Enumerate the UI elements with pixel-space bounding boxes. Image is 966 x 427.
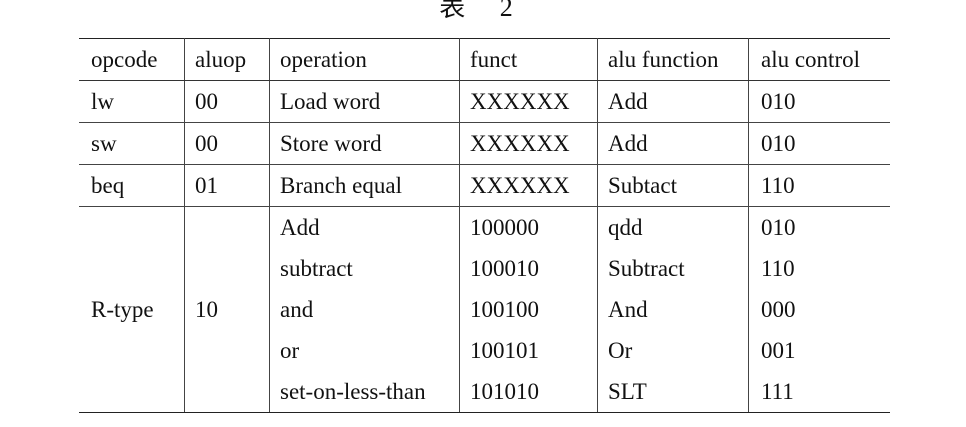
- cell-alu-function: SLT: [597, 371, 749, 413]
- header-opcode: opcode: [79, 38, 185, 81]
- cell-alu-function: Add: [597, 80, 749, 123]
- cell-opcode: lw: [79, 80, 185, 123]
- table-row: and 100100 And 000: [79, 289, 890, 330]
- cell-funct: XXXXXX: [459, 122, 598, 165]
- cell-operation: subtract: [269, 248, 460, 289]
- cell-opcode-rtype: R-type: [79, 206, 185, 413]
- cell-funct: XXXXXX: [459, 80, 598, 123]
- cell-alu-function: Subtract: [597, 248, 749, 289]
- table-row: subtract 100010 Subtract 110: [79, 248, 890, 289]
- cell-funct: 100101: [459, 330, 598, 371]
- cell-alu-function: Or: [597, 330, 749, 371]
- cell-funct: XXXXXX: [459, 164, 598, 207]
- table-row: beq 01 Branch equal XXXXXX Subtact 110: [79, 164, 890, 207]
- cell-alu-control: 110: [748, 164, 890, 207]
- cell-aluop: 01: [184, 164, 270, 207]
- table-row: set-on-less-than 101010 SLT 111: [79, 371, 890, 413]
- cell-funct: 100010: [459, 248, 598, 289]
- cell-alu-control: 010: [761, 214, 796, 240]
- cell-operation: set-on-less-than: [269, 371, 460, 413]
- cell-operation: Store word: [269, 122, 460, 165]
- cell-alu-control: 000: [761, 296, 796, 322]
- cell-funct: 100000: [459, 206, 598, 248]
- header-row: opcode aluop operation funct alu functio…: [79, 38, 890, 81]
- cell-funct: 100100: [459, 289, 598, 330]
- table-row: or 100101 Or 001: [79, 330, 890, 371]
- cell-aluop: 00: [184, 122, 270, 165]
- cell-alu-function: And: [597, 289, 749, 330]
- cell-alu-function: Subtact: [597, 164, 749, 207]
- cell-operation: Load word: [269, 80, 460, 123]
- cell-alu-function: qdd: [597, 206, 749, 248]
- cell-operation: Add: [269, 206, 460, 248]
- cell-opcode: beq: [79, 164, 185, 207]
- header-alu-function: alu function: [597, 38, 749, 81]
- table-row: lw 00 Load word XXXXXX Add 010: [79, 80, 890, 123]
- cell-operation: Branch equal: [269, 164, 460, 207]
- table-caption: 表 2: [439, 0, 527, 22]
- cell-operation: and: [269, 289, 460, 330]
- table-row: R-type 10 Add 100000 qdd 010: [79, 206, 890, 413]
- header-aluop: aluop: [184, 38, 270, 81]
- header-operation: operation: [269, 38, 460, 81]
- table-row: sw 00 Store word XXXXXX Add 010: [79, 122, 890, 165]
- cell-alu-control: 110: [761, 255, 795, 281]
- cell-funct: 101010: [459, 371, 598, 413]
- alu-control-table: opcode aluop operation funct alu functio…: [79, 38, 890, 413]
- cell-alu-function: Add: [597, 122, 749, 165]
- cell-aluop: 00: [184, 80, 270, 123]
- cell-operation: or: [269, 330, 460, 371]
- header-funct: funct: [459, 38, 598, 81]
- cell-alu-control: 010: [748, 80, 890, 123]
- cell-alu-control: 001: [761, 337, 796, 363]
- cell-opcode: sw: [79, 122, 185, 165]
- cell-aluop-rtype: 10: [184, 206, 270, 413]
- cell-alu-control: 111: [748, 371, 890, 413]
- cell-alu-control: 010: [748, 122, 890, 165]
- header-alu-control: alu control: [748, 38, 890, 81]
